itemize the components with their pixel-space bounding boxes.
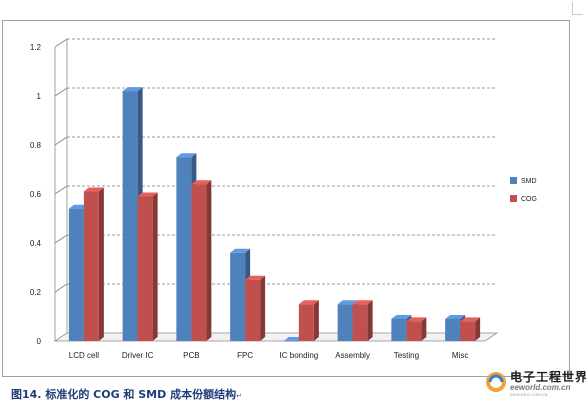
x-category-label: FPC — [237, 351, 253, 360]
bar-top-cog — [352, 300, 373, 305]
bar-cog — [298, 304, 314, 341]
legend-label-cog: COG — [521, 196, 537, 203]
bar-cog — [191, 184, 207, 341]
bar-side-cog — [421, 317, 427, 341]
page-corner-mark — [572, 2, 583, 15]
watermark-title: 电子工程世界 — [510, 370, 586, 384]
gridline-depth — [54, 87, 68, 97]
bar-top-smd — [445, 314, 466, 319]
figure-caption: 图14. 标准化的 COG 和 SMD 成本份额结构↵ — [11, 386, 242, 402]
bar-top-cog — [245, 275, 266, 280]
bar-smd — [391, 318, 407, 341]
bar-smd — [176, 157, 192, 341]
x-category-label: LCD cell — [69, 351, 99, 360]
y-tick-label: 1.2 — [30, 43, 42, 52]
legend-swatch-cog — [510, 195, 517, 202]
legend-label-smd: SMD — [521, 178, 537, 185]
bar-top-smd — [176, 153, 197, 158]
watermark-site: eeworld.com.cn — [510, 383, 571, 392]
bar-smd — [68, 208, 84, 341]
bar-side-cog — [367, 300, 373, 341]
chart-floor — [53, 332, 499, 342]
bar-top-cog — [460, 317, 481, 322]
bar-top-cog — [83, 187, 104, 192]
bar-top-cog — [406, 317, 427, 322]
caption-return-mark: ↵ — [236, 392, 242, 400]
bar-side-cog — [98, 187, 104, 341]
x-category-label: IC bonding — [280, 351, 319, 360]
y-tick-label: 0 — [37, 337, 42, 346]
bar-top-smd — [230, 248, 251, 253]
y-tick-label: 0.6 — [30, 190, 42, 199]
y-tick-label: 1 — [37, 92, 42, 101]
x-category-label: Driver IC — [122, 351, 154, 360]
gridline-depth — [54, 283, 68, 293]
gridline-depth — [54, 185, 68, 195]
bar-smd — [230, 252, 246, 341]
bar-smd — [445, 318, 461, 341]
bar-smd — [122, 91, 138, 341]
eeworld-logo-icon — [486, 372, 506, 392]
bar-cog — [352, 304, 368, 341]
bar-side-cog — [313, 300, 319, 341]
bar-cog — [245, 279, 261, 341]
bar-cog — [460, 321, 476, 341]
bar-side-cog — [206, 180, 212, 341]
bar-side-cog — [475, 317, 481, 341]
bar-cog — [406, 321, 422, 341]
bar-chart: 0 0.2 0.4 0.6 0.8 1 1.2 LCD cell Driver IC PCB FPC… — [30, 38, 537, 360]
bar-side-cog — [260, 275, 266, 341]
chart-frame: 0 0.2 0.4 0.6 0.8 1 1.2 LCD cell Driver IC PCB FPC… — [2, 20, 570, 377]
gridline-depth — [54, 38, 68, 48]
site-watermark: 电子工程世界 eeworld.com.cn EEWORLD.COM.CN — [484, 368, 586, 398]
x-category-label: Misc — [452, 351, 468, 360]
bar-top-cog — [298, 300, 319, 305]
legend-swatch-smd — [510, 177, 517, 184]
gridline-depth — [54, 136, 68, 146]
bar-cog — [83, 191, 99, 341]
gridline-depth — [54, 234, 68, 244]
x-category-label: Assembly — [335, 351, 370, 360]
bar-smd — [337, 304, 353, 341]
x-category-label: PCB — [183, 351, 199, 360]
bar-smd — [283, 341, 299, 342]
bar-side-cog — [152, 192, 158, 341]
bar-cog — [137, 196, 153, 341]
bar-top-cog — [137, 192, 158, 197]
bar-top-smd — [337, 300, 358, 305]
y-tick-label: 0.4 — [30, 239, 42, 248]
bar-top-cog — [191, 180, 212, 185]
caption-text: 图14. 标准化的 COG 和 SMD 成本份额结构 — [11, 388, 237, 401]
x-category-label: Testing — [394, 351, 419, 360]
bar-top-smd — [122, 87, 143, 92]
y-tick-label: 0.2 — [30, 288, 42, 297]
watermark-small: EEWORLD.COM.CN — [510, 392, 548, 397]
bar-top-smd — [391, 314, 412, 319]
y-tick-label: 0.8 — [30, 141, 42, 150]
